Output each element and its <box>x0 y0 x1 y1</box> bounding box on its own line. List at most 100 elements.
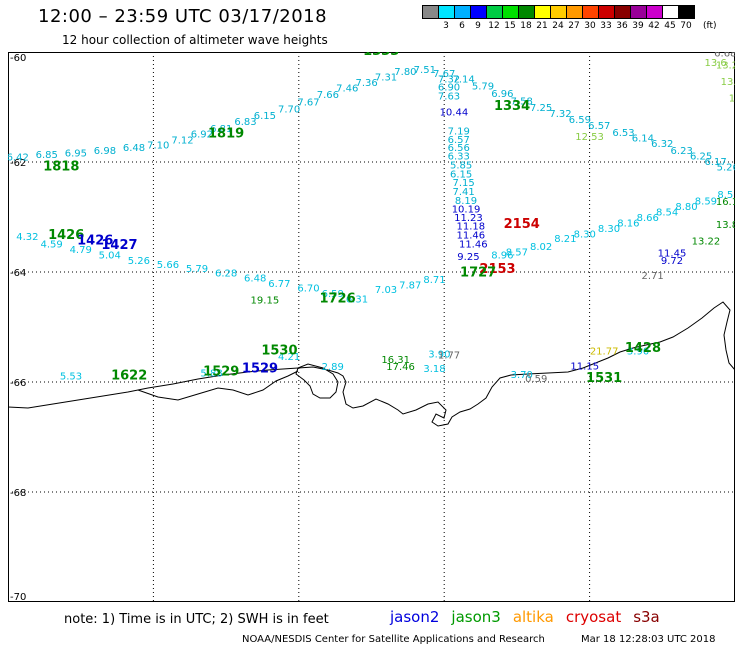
wave-height-reading: 12.53 <box>575 132 604 143</box>
wave-height-reading: 5.53 <box>60 371 82 382</box>
wave-height-reading: 13.29 <box>716 61 735 72</box>
wave-height-reading: 6.59 <box>322 289 344 300</box>
wave-height-reading: 8.71 <box>423 275 445 286</box>
wave-height-reading: 6.85 <box>36 150 58 161</box>
wave-height-reading: 11.15 <box>570 361 599 372</box>
pass-labels: 1333133418191818142614261427215421531727… <box>43 52 661 386</box>
wave-height-reading: 0.59 <box>525 374 547 385</box>
wave-height-reading: 8.66 <box>637 213 659 224</box>
legend-swatch <box>582 5 599 19</box>
wave-height-reading: 7.25 <box>530 103 552 114</box>
wave-height-reading: 2.71 <box>641 271 663 282</box>
wave-height-reading: 5.26 <box>717 162 735 173</box>
legend-swatch <box>438 5 455 19</box>
wave-height-reading: 6.32 <box>651 139 673 150</box>
wave-height-reading: 5.85 <box>450 161 472 172</box>
legend-swatch <box>486 5 503 19</box>
wave-height-reading: 6.96 <box>491 89 513 100</box>
legend-swatch <box>550 5 567 19</box>
wave-height-reading: 6.95 <box>65 149 87 160</box>
pass-time-label: 1819 <box>208 126 244 141</box>
legend-swatch <box>470 5 487 19</box>
pass-time-label: 1622 <box>111 368 147 383</box>
wave-height-reading: 9.25 <box>457 252 479 263</box>
legend-swatch <box>678 5 695 19</box>
wave-height-reading: 13.88 <box>716 220 735 231</box>
pass-time-label: 2153 <box>479 262 515 277</box>
legend-label: 15 <box>504 21 516 31</box>
wave-height-reading: 7.10 <box>147 140 169 151</box>
pass-time-label: 1530 <box>261 344 297 359</box>
page-title: 12:00 – 23:59 UTC 03/17/2018 <box>38 6 328 27</box>
wave-height-reading: 4.32 <box>16 232 38 243</box>
wave-height-reading: 7.87 <box>399 281 421 292</box>
wave-height-reading: 7.32 <box>438 74 460 85</box>
wave-height-reading: 7.70 <box>278 105 300 116</box>
wave-height-reading: 6.48 <box>123 143 145 154</box>
wave-height-reading: 3.90 <box>627 347 649 358</box>
wave-height-reading: 7.15 <box>452 178 474 189</box>
wave-height-reading: 6.17 <box>704 157 726 168</box>
wave-height-reading: 13.22 <box>692 237 721 248</box>
wave-height-reading: 6.57 <box>448 135 470 146</box>
wave-height-reading: 14.5 <box>729 94 735 105</box>
pass-time-label: 1428 <box>625 341 661 356</box>
wave-height-reading: 5.79 <box>186 264 208 275</box>
wave-height-reading: 3.90 <box>428 349 450 360</box>
pass-time-label: 1727 <box>460 265 496 280</box>
wave-height-reading: 7.31 <box>375 73 397 84</box>
wave-height-reading: 6.92 <box>191 129 213 140</box>
wave-height-reading: 8.54 <box>656 207 678 218</box>
wave-height-reading: 7.12 <box>171 135 193 146</box>
wave-height-reading: 21.77 <box>590 347 619 358</box>
color-scale-legend <box>422 5 695 19</box>
legend-label: 27 <box>568 21 580 31</box>
legend-swatch <box>630 5 647 19</box>
wave-height-reading: 6.15 <box>254 111 276 122</box>
wave-height-reading: 8.96 <box>491 250 513 261</box>
map-frame <box>8 52 735 602</box>
lat-lon-grid: 120123126129132135-60-62-64-66-68-70 <box>8 52 735 602</box>
wave-height-reading: 8.30 <box>598 224 620 235</box>
antarctic-coastline <box>8 301 735 427</box>
wave-height-reading: 6.57 <box>588 121 610 132</box>
wave-height-reading: 10.19 <box>452 205 481 216</box>
lat-label: -60 <box>10 53 26 64</box>
wave-height-reading: 6.77 <box>268 279 290 290</box>
legend-label: 21 <box>536 21 548 31</box>
wave-height-reading: 1.77 <box>438 350 460 361</box>
coastline <box>8 301 735 427</box>
wave-height-reading: 7.67 <box>433 69 455 80</box>
legend-label: 70 <box>680 21 692 31</box>
wave-height-reading: 6.56 <box>448 143 470 154</box>
pass-time-label: 1427 <box>101 238 137 253</box>
legend-swatch <box>422 5 439 19</box>
wave-height-reading: 6.31 <box>346 294 368 305</box>
wave-height-map: 120123126129132135-60-62-64-66-68-70 6.4… <box>8 52 735 602</box>
lat-label: -68 <box>10 488 26 499</box>
wave-height-reading: 8.80 <box>675 202 697 213</box>
pass-time-label: 2154 <box>504 217 540 232</box>
wave-height-reading: 19.15 <box>251 295 280 306</box>
wave-height-reading: 9.72 <box>661 256 683 267</box>
satellite-jason3: jason3 <box>451 608 501 626</box>
wave-height-reading: 3.18 <box>423 364 445 375</box>
wave-height-reading: 8.19 <box>455 196 477 207</box>
legend-swatch <box>662 5 679 19</box>
legend-label: 6 <box>459 21 465 31</box>
wave-height-reading: 7.32 <box>549 109 571 120</box>
legend-label: 30 <box>584 21 596 31</box>
legend-swatch <box>454 5 471 19</box>
wave-height-reading: 7.67 <box>297 97 319 108</box>
wave-height-reading: 10.44 <box>440 107 469 118</box>
wave-height-reading: 8.02 <box>530 242 552 253</box>
coastline-ice-shelf <box>137 370 299 401</box>
altimeter-tracks: 6.42 6.85 6.95 6.98 6.48 7.10 7.126.926.816.83… <box>8 52 735 385</box>
wave-height-reading: 6.70 <box>297 283 319 294</box>
legend-swatch <box>614 5 631 19</box>
wave-height-reading: 16.11 <box>716 197 735 208</box>
wave-height-reading: 7.41 <box>452 187 474 198</box>
wave-height-reading: 4.79 <box>70 245 92 256</box>
pass-time-label: 1426 <box>48 228 84 243</box>
wave-height-reading: 6.98 <box>94 146 116 157</box>
